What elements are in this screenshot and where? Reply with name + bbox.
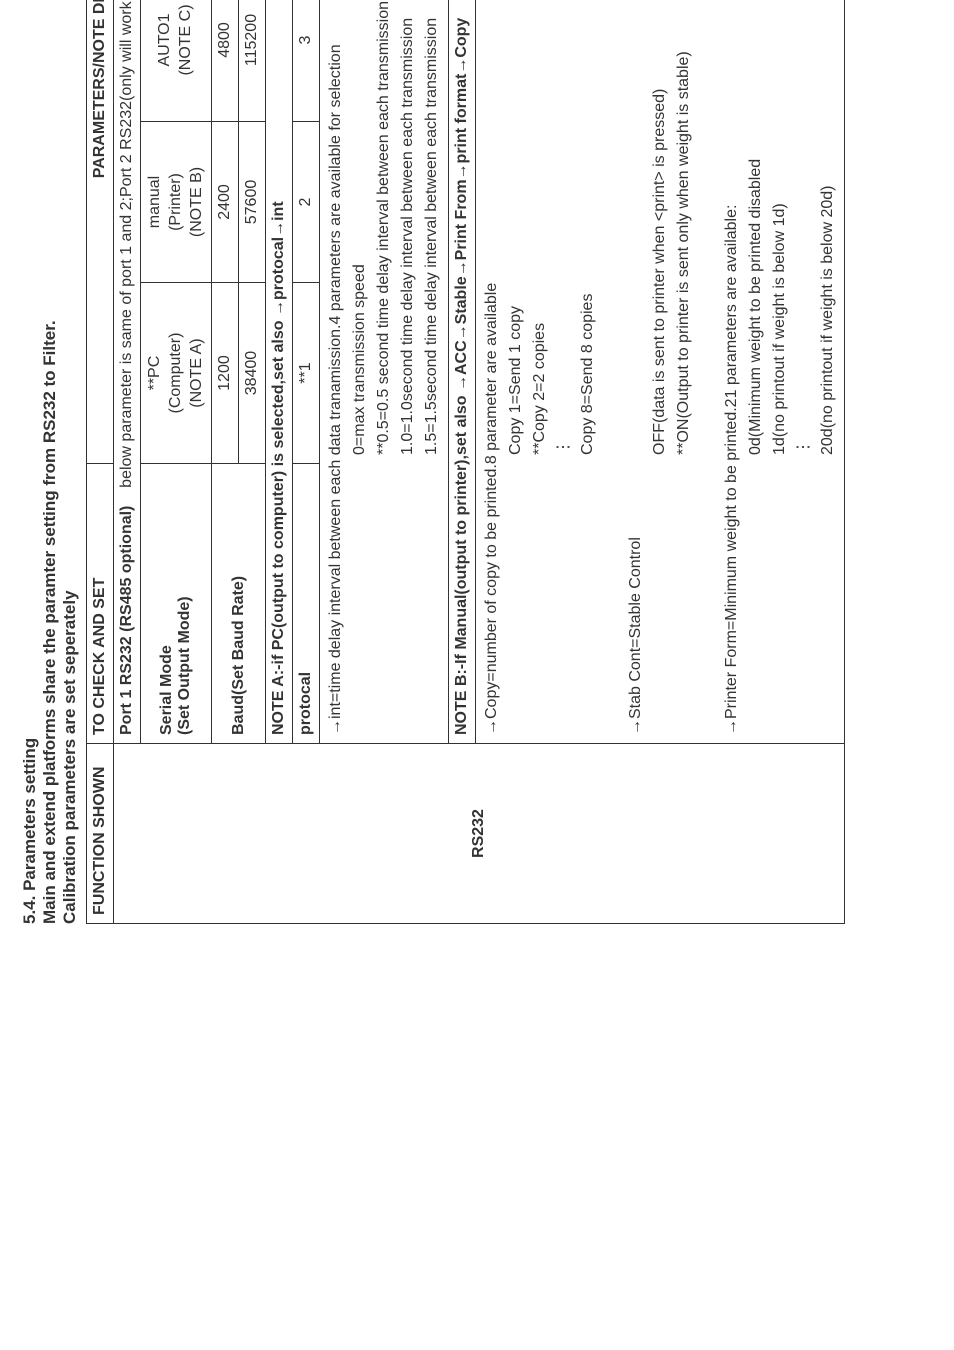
baud-r1-0: 1200 — [212, 283, 239, 464]
int-l4: 1.0=1.0second time delay interval betwee… — [396, 0, 420, 455]
baud-r1-1: 2400 — [212, 121, 239, 282]
note-a: NOTE A:-if PC(output to computer) is sel… — [266, 0, 293, 744]
int-l2: 0=max transmission speed — [348, 0, 372, 455]
copy-l2: Copy 1=Send 1 copy — [504, 0, 528, 455]
int-l5: 1.5=1.5second time delay interval betwee… — [420, 0, 444, 455]
serial-mode-manual: manual (Printer) (NOTE B) — [141, 121, 212, 282]
pf-l1: →Printer Form=Minimum weight to be print… — [720, 0, 744, 735]
baud-r2-2: 115200 — [239, 0, 266, 121]
serial-mode-label: Serial Mode (Set Output Mode) — [141, 464, 212, 744]
pf-l3: 1d(no printout if weight is below 1d) — [768, 0, 792, 455]
col-to-check-and-set: TO CHECK AND SET — [87, 464, 114, 744]
stab-l1: →Stab Cont=Stable Control — [624, 0, 648, 735]
stab-l2: OFF(data is sent to printer when <print>… — [648, 0, 672, 455]
copy-l5: Copy 8=Send 8 copies — [576, 0, 600, 455]
int-block: →int=time delay interval between each da… — [320, 0, 449, 744]
port1-text: below parameter is same of port 1 and 2;… — [118, 1, 135, 487]
copy-l4: ⋮ — [552, 0, 576, 455]
serial-mode-pc: **PC (Computer) (NOTE A) — [141, 283, 212, 464]
baud-r1-2: 4800 — [212, 0, 239, 121]
pf-l5: 20d(no printout if weight is below 20d) — [816, 0, 840, 455]
header-line3: Calibration parameters are set seperatel… — [60, 0, 80, 924]
int-l1: →int=time delay interval between each da… — [324, 0, 348, 735]
col-function-shown: FUNCTION SHOWN — [87, 744, 114, 924]
baud-r2-1: 57600 — [239, 121, 266, 282]
baud-label: Baud(Set Baud Rate) — [212, 464, 266, 744]
protocal-1: **1 — [293, 283, 320, 464]
port1-row: Port 1 RS232 (RS485 optional) below para… — [114, 0, 141, 744]
main-table: FUNCTION SHOWN TO CHECK AND SET PARAMETE… — [86, 0, 845, 924]
copy-block: →Copy=number of copy to be printed.8 par… — [476, 0, 845, 744]
stab-l3: **ON(Output to printer is sent only when… — [672, 0, 696, 455]
protocal-label: protocal — [293, 464, 320, 744]
protocal-2: 2 — [293, 121, 320, 282]
copy-l1: →Copy=number of copy to be printed.8 par… — [480, 0, 504, 735]
col-params-default: PARAMETERS/NOTE DEFAULT=** — [87, 0, 114, 464]
section-number: 5.4. Parameters setting — [20, 0, 40, 924]
port1-prefix: Port 1 RS232 (RS485 optional) — [118, 506, 135, 735]
rs232-label: RS232 — [114, 744, 845, 924]
header-block: 5.4. Parameters setting Main and extend … — [20, 0, 80, 924]
note-b: NOTE B:-If Manual(output to printer),set… — [449, 0, 476, 744]
int-l3: **0.5=0.5 second time delay interval bet… — [372, 0, 396, 455]
pf-l4: ⋮ — [792, 0, 816, 455]
serial-mode-auto1: AUTO1 (NOTE C) — [141, 0, 212, 121]
baud-r2-0: 38400 — [239, 283, 266, 464]
protocal-3: 3 — [293, 0, 320, 121]
header-line2: Main and extend platforms share the para… — [40, 0, 60, 924]
copy-l3: **Copy 2=2 copies — [528, 0, 552, 455]
pf-l2: 0d(Minimum weight to be printed disabled — [744, 0, 768, 455]
